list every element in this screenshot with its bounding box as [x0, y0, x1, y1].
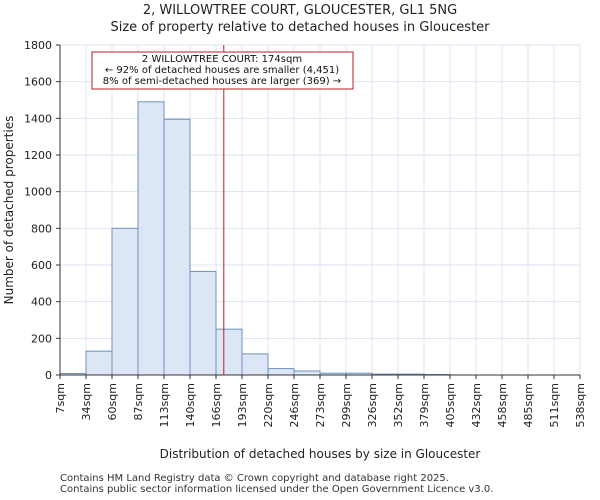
- x-tick-label: 87sqm: [132, 383, 145, 420]
- y-tick-label: 1200: [24, 149, 52, 162]
- x-tick-label: 379sqm: [418, 383, 431, 427]
- annotation-line-3: 8% of semi-detached houses are larger (3…: [103, 76, 341, 87]
- x-tick-label: 166sqm: [210, 383, 223, 427]
- annotation-line-1: 2 WILLOWTREE COURT: 174sqm: [142, 54, 302, 65]
- y-tick-label: 0: [45, 369, 52, 382]
- y-tick-label: 1400: [24, 112, 52, 125]
- annotation-line-2: ← 92% of detached houses are smaller (4,…: [105, 65, 339, 76]
- x-tick-label: 193sqm: [236, 383, 249, 427]
- bar-140sqm: [189, 270, 217, 376]
- bar-34sqm: [85, 350, 113, 376]
- bar-113sqm: [163, 118, 191, 376]
- y-tick-label: 200: [31, 332, 52, 345]
- x-tick-label: 299sqm: [340, 383, 353, 427]
- x-tick-label: 220sqm: [262, 383, 275, 427]
- y-tick-label: 1800: [24, 39, 52, 52]
- x-tick-label: 511sqm: [548, 383, 561, 427]
- x-tick-label: 7sqm: [54, 383, 67, 413]
- x-tick-label: 34sqm: [80, 383, 93, 420]
- x-tick-label: 326sqm: [366, 383, 379, 427]
- y-tick-label: 400: [31, 296, 52, 309]
- footer-line-2: Contains public sector information licen…: [60, 484, 494, 495]
- bar-193sqm: [241, 353, 269, 376]
- y-axis-label: Number of detached properties: [2, 116, 16, 305]
- footer-line-1: Contains HM Land Registry data © Crown c…: [60, 473, 449, 484]
- x-tick-label: 432sqm: [470, 383, 483, 427]
- x-tick-label: 113sqm: [158, 383, 171, 427]
- x-tick-label: 538sqm: [574, 383, 587, 427]
- chart-title: 2, WILLOWTREE COURT, GLOUCESTER, GL1 5NG: [142, 3, 458, 18]
- x-tick-label: 458sqm: [496, 383, 509, 427]
- y-tick-label: 1000: [24, 186, 52, 199]
- x-tick-label: 60sqm: [106, 383, 119, 420]
- y-tick-label: 800: [31, 222, 52, 235]
- y-ticks: 0 200 400 600 800 1000 1200 1400 1600 1800: [24, 39, 60, 382]
- x-tick-label: 405sqm: [444, 383, 457, 427]
- bar-87sqm: [137, 101, 165, 376]
- bar-220sqm: [267, 368, 295, 376]
- x-tick-label: 352sqm: [392, 383, 405, 427]
- chart-subtitle: Size of property relative to detached ho…: [110, 20, 490, 35]
- y-tick-label: 1600: [24, 76, 52, 89]
- x-tick-label: 140sqm: [184, 383, 197, 427]
- bar-246sqm: [293, 370, 321, 376]
- bar-60sqm: [111, 227, 139, 376]
- y-tick-label: 600: [31, 259, 52, 272]
- x-ticks: 7sqm 34sqm 60sqm 87sqm 113sqm 140sqm 166sqm 193…: [54, 375, 587, 427]
- x-axis-label: Distribution of detached houses by size …: [160, 447, 481, 461]
- x-tick-label: 485sqm: [522, 383, 535, 427]
- annotation-box: 2 WILLOWTREE COURT: 174sqm ← 92% of deta…: [91, 51, 354, 90]
- bar-166sqm: [215, 328, 243, 376]
- x-tick-label: 273sqm: [314, 383, 327, 427]
- x-tick-label: 246sqm: [288, 383, 301, 427]
